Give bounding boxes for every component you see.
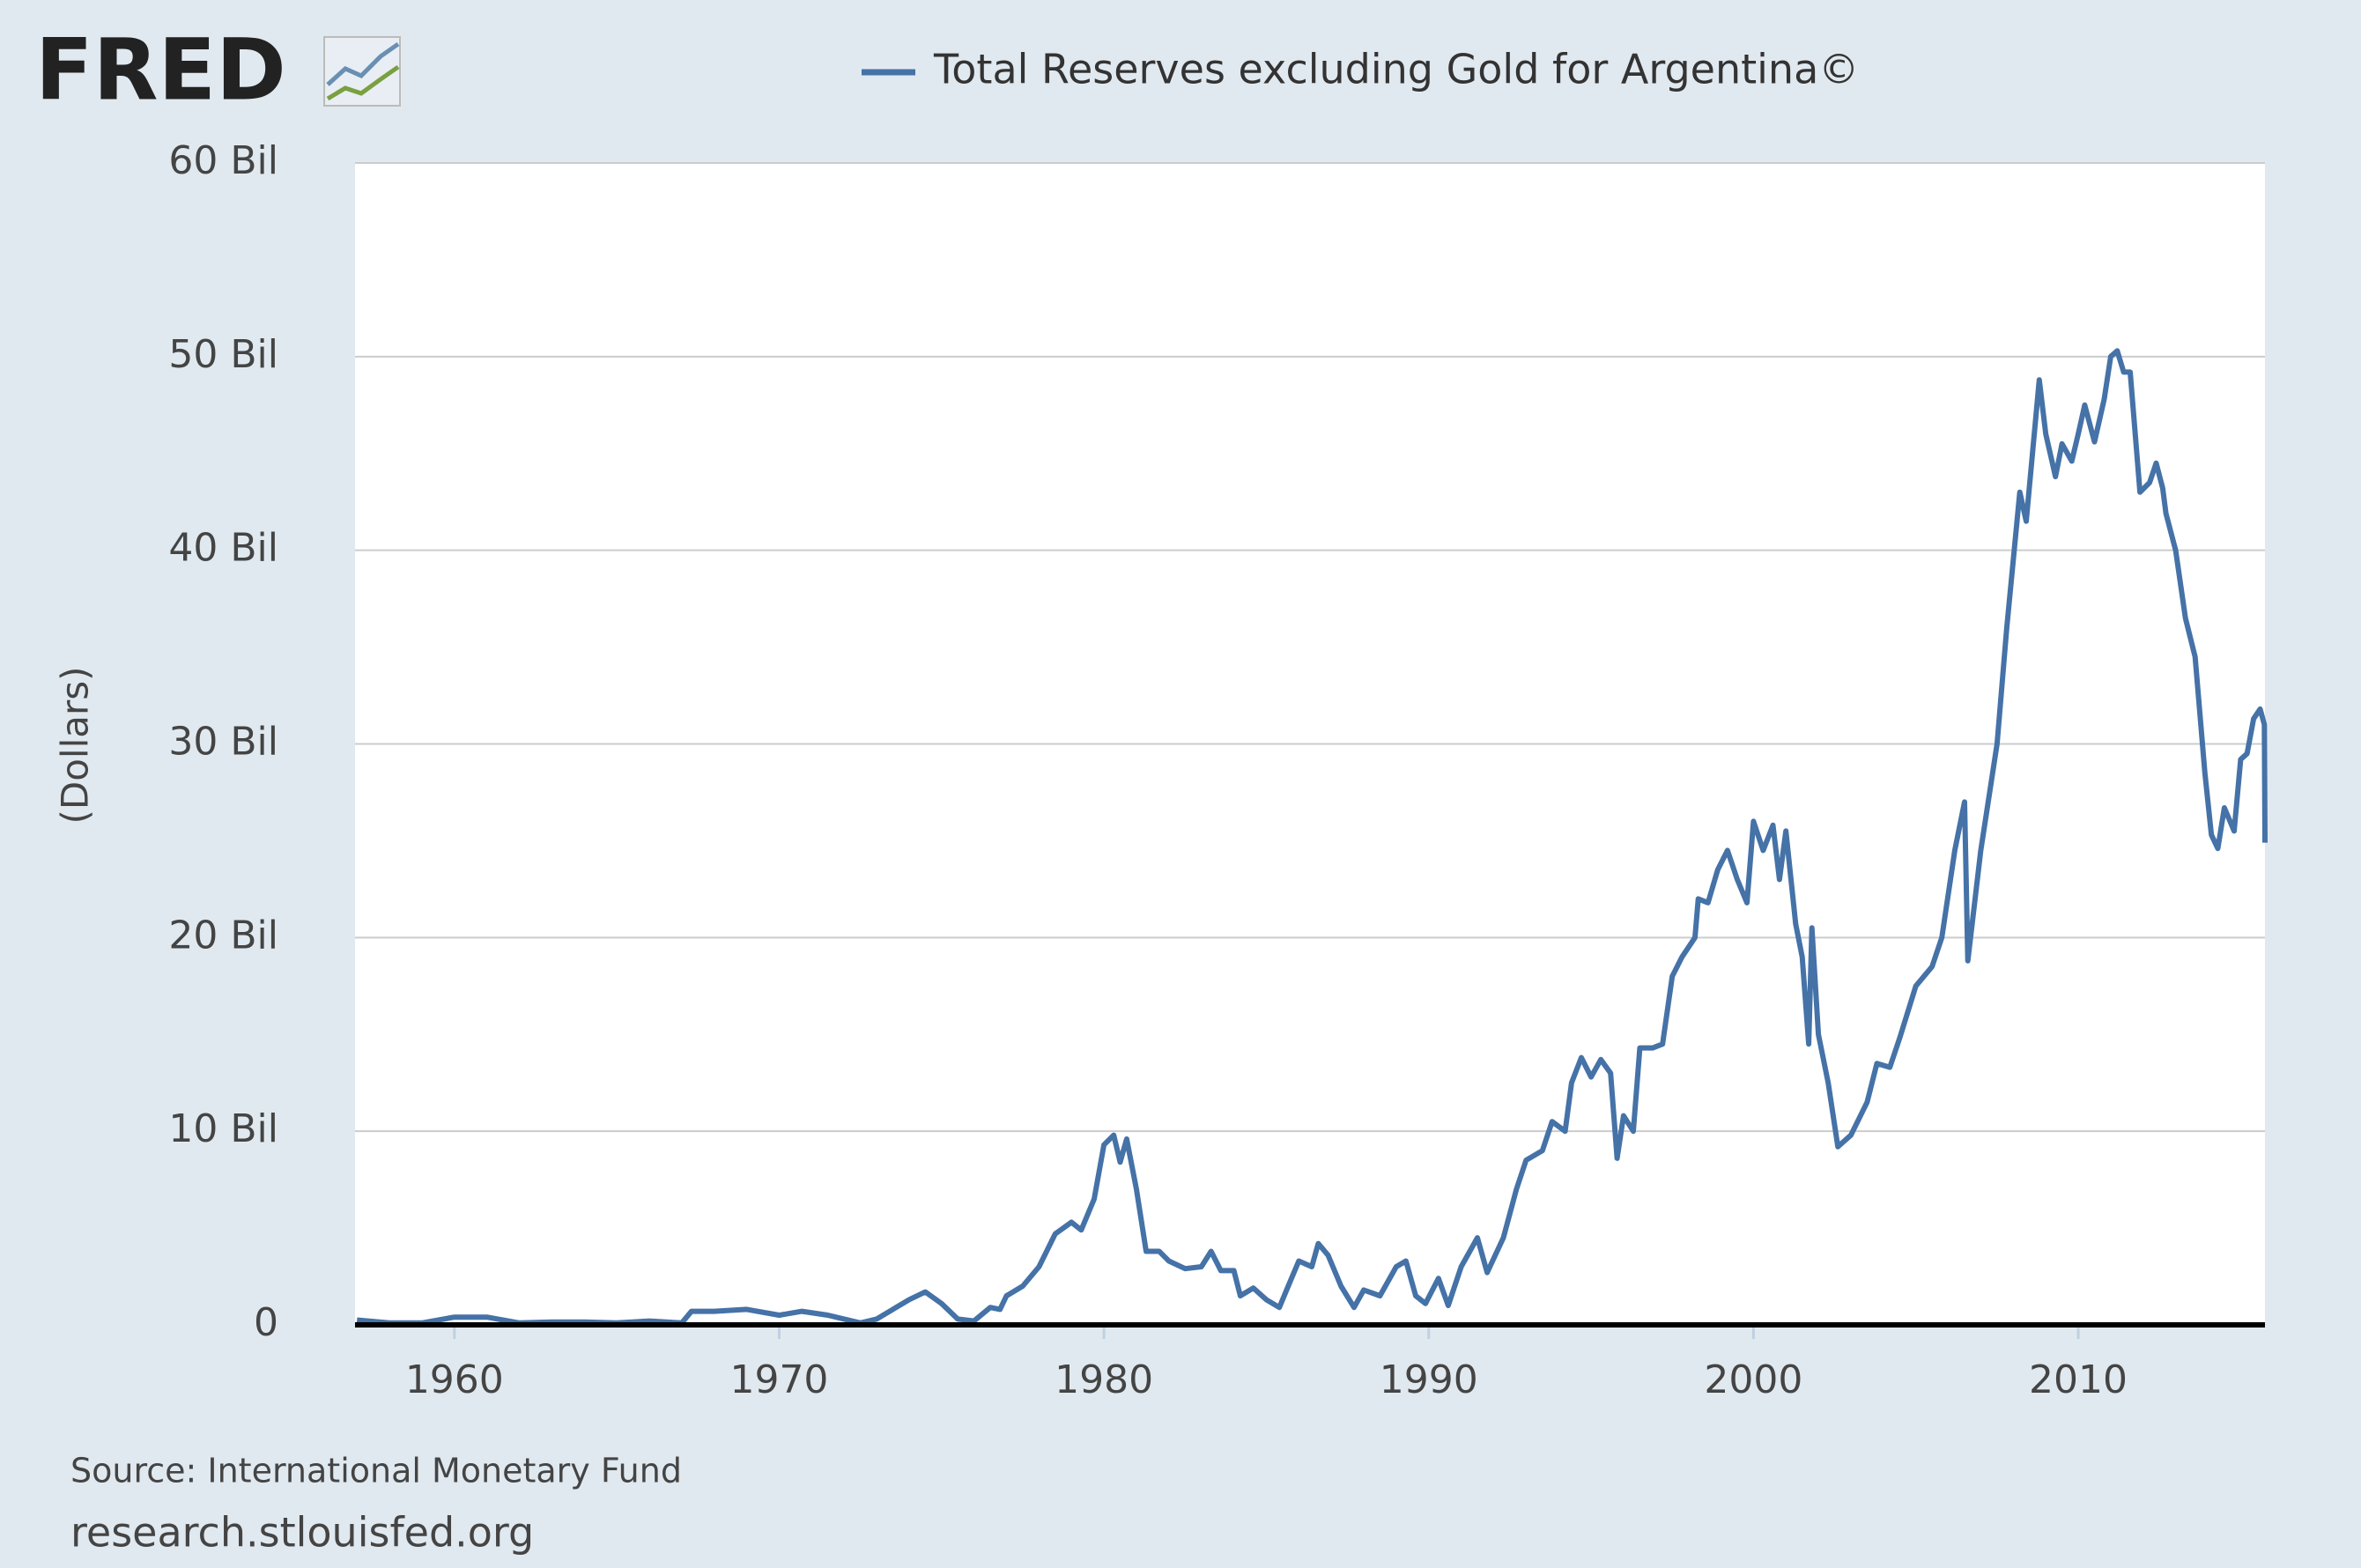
x-tick-label: 2000	[1704, 1357, 1802, 1402]
y-tick-label: 20 Bil	[168, 913, 278, 958]
x-tick-label: 1970	[729, 1357, 828, 1402]
x-tick-label: 1960	[405, 1357, 504, 1402]
legend-label: Total Reserves excluding Gold for Argent…	[933, 46, 1859, 93]
url: research.stlouisfed.org	[70, 1509, 534, 1557]
y-tick-label: 0	[254, 1300, 278, 1345]
y-tick-label: 10 Bil	[168, 1106, 278, 1151]
source: Source: International Monetary Fund	[70, 1452, 682, 1490]
logo-icon	[323, 36, 401, 107]
series-line	[356, 348, 2268, 1326]
x-tick-label: 1990	[1380, 1357, 1478, 1402]
y-axis-label: (Dollars)	[54, 666, 97, 824]
y-tick-label: 30 Bil	[168, 720, 278, 765]
y-tick-label: 40 Bil	[168, 526, 278, 571]
x-tick-label: 1980	[1055, 1357, 1153, 1402]
logo: FRED	[35, 20, 286, 119]
y-tick-label: 60 Bil	[168, 138, 278, 183]
y-tick-label: 50 Bil	[168, 332, 278, 377]
x-tick-label: 2010	[2029, 1357, 2128, 1402]
